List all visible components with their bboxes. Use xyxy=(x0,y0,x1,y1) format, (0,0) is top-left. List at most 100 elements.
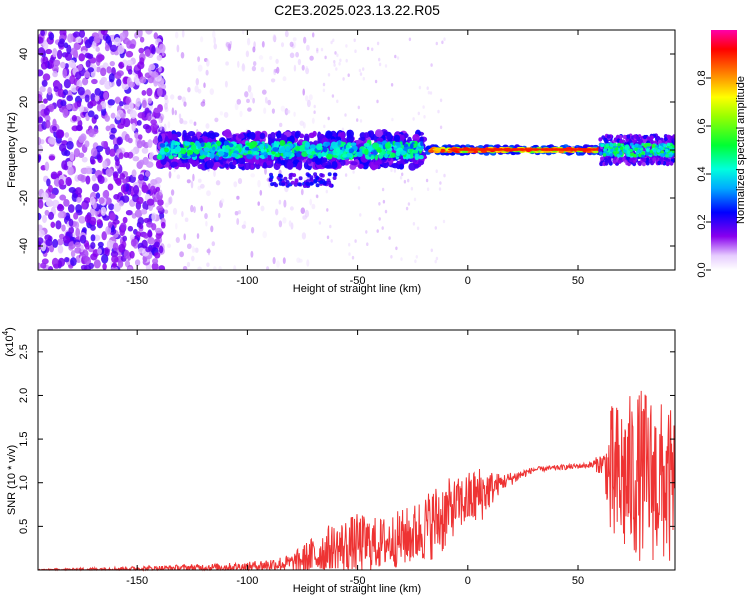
spectrogram-cell xyxy=(134,132,139,139)
spectrogram-cell xyxy=(64,257,70,263)
spectrogram-cell xyxy=(159,189,163,196)
snr-ticks: -150 -100 -50 0 50 0.5 1.0 1.5 2.0 2.5 xyxy=(18,330,675,587)
spectrogram-cell xyxy=(105,168,114,177)
spectrogram-cell xyxy=(64,63,69,69)
spectrogram-cell xyxy=(89,216,97,226)
spectrogram-cell xyxy=(280,105,286,112)
spectrogram-cell xyxy=(669,161,674,166)
spectrogram-cell xyxy=(250,140,258,148)
spectrogram-cell xyxy=(101,231,107,241)
spectrogram-cell xyxy=(147,139,153,148)
spectrogram-cell xyxy=(158,245,164,254)
spectrogram-cell xyxy=(280,159,286,166)
spectrogram-cell xyxy=(141,90,147,96)
spectrogram-cell xyxy=(651,143,656,148)
spectrogram-cell xyxy=(384,153,389,159)
spectrogram-cell xyxy=(654,152,658,157)
spectrogram-cell xyxy=(52,70,58,78)
spectrogram-cell xyxy=(127,68,133,75)
spectrogram-cell xyxy=(106,66,112,74)
spectrogram-cell xyxy=(141,147,149,154)
spectrogram-cell xyxy=(312,130,317,137)
spectrogram-cell xyxy=(67,33,74,43)
spectrogram-cell xyxy=(96,103,103,112)
spectrogram-cell xyxy=(114,71,122,80)
spectrogram-cell xyxy=(77,174,85,182)
spectrogram-cell xyxy=(123,151,130,159)
spectrogram-cell xyxy=(378,202,381,206)
spectrogram-cell xyxy=(51,125,57,132)
spectrogram-cell xyxy=(315,175,320,180)
spectrogram-cell xyxy=(75,204,82,213)
spectrogram-cell xyxy=(129,43,136,49)
spectrogram-cell xyxy=(395,246,398,251)
spectrogram-cell xyxy=(339,58,342,63)
spectrogram-cell xyxy=(391,162,400,169)
spectrogram-cell xyxy=(393,169,397,173)
spectrogram-cell xyxy=(177,152,182,159)
spectrogram-cell xyxy=(49,137,57,145)
spectrogram-cell xyxy=(304,209,310,218)
spectrogram-cell xyxy=(134,259,141,266)
spectrogram-cell xyxy=(170,94,175,100)
spectrogram-cell xyxy=(434,226,437,230)
spectrogram-cell xyxy=(71,114,77,122)
spectrogram-cell xyxy=(220,198,225,204)
spectrogram-cell xyxy=(139,36,145,43)
spectrogram-cell xyxy=(164,94,168,100)
spectrogram-cell xyxy=(109,44,118,52)
spectrogram-cell xyxy=(293,111,296,117)
spectrogram-cell xyxy=(315,183,320,188)
spectrogram-cell xyxy=(186,243,192,250)
spectrogram-cell xyxy=(152,258,159,265)
spectrogram-x-axis-label: Height of straight line (km) xyxy=(293,283,421,295)
spectrogram-cell xyxy=(233,265,237,270)
spectrogram-cell xyxy=(119,32,126,41)
spectrogram-cell xyxy=(104,44,110,52)
spectrogram-cell xyxy=(179,251,184,258)
snr-scale-prefix: (x10 xyxy=(4,335,16,356)
spectrogram-cell xyxy=(284,30,289,38)
spectrogram-cell xyxy=(480,148,488,151)
spectrogram-cell xyxy=(158,118,162,124)
spectrogram-cell xyxy=(415,254,418,259)
spectrogram-cell xyxy=(95,54,104,63)
spectrogram-cell xyxy=(419,136,424,143)
spectrogram-cell xyxy=(344,173,348,177)
spectrogram-cell xyxy=(645,152,649,156)
spectrogram-cell xyxy=(167,130,173,140)
spectrogram-cell xyxy=(270,182,275,187)
spectrogram-cell xyxy=(237,60,240,68)
spectrogram-cell xyxy=(76,100,82,108)
spectrogram-cell xyxy=(602,153,607,157)
spectrogram-y-tick-label: -40 xyxy=(18,238,30,254)
spectrogram-cell xyxy=(366,46,370,51)
spectrogram-cell xyxy=(224,163,229,169)
spectrogram-cell xyxy=(42,73,51,81)
spectrogram-cell xyxy=(200,205,203,212)
spectrogram-cell xyxy=(120,222,127,231)
spectrogram-cell xyxy=(246,154,254,160)
spectrogram-cell xyxy=(225,61,229,66)
spectrogram-cell xyxy=(270,78,276,83)
spectrogram-cell xyxy=(193,206,196,214)
spectrogram-cell xyxy=(282,76,287,82)
svg-text:(x104): (x104) xyxy=(1,327,16,357)
spectrogram-cell xyxy=(487,148,495,151)
spectrogram-cell xyxy=(42,98,48,104)
spectrogram-cell xyxy=(96,154,102,161)
spectrogram-cell xyxy=(182,154,188,159)
spectrogram-cell xyxy=(435,148,442,152)
spectrogram-cell xyxy=(38,229,45,238)
spectrogram-cell xyxy=(378,57,381,62)
spectrogram-cell xyxy=(645,161,650,166)
spectrogram-cell xyxy=(158,43,166,54)
spectrogram-cell xyxy=(181,96,186,103)
spectrogram-cell xyxy=(578,148,586,151)
spectrogram-cell xyxy=(244,91,249,98)
spectrogram-cell xyxy=(127,266,133,270)
spectrogram-cell xyxy=(184,141,191,146)
spectrogram-cell xyxy=(252,147,260,152)
spectrogram-cell xyxy=(649,135,654,140)
spectrogram-cell xyxy=(439,98,443,103)
